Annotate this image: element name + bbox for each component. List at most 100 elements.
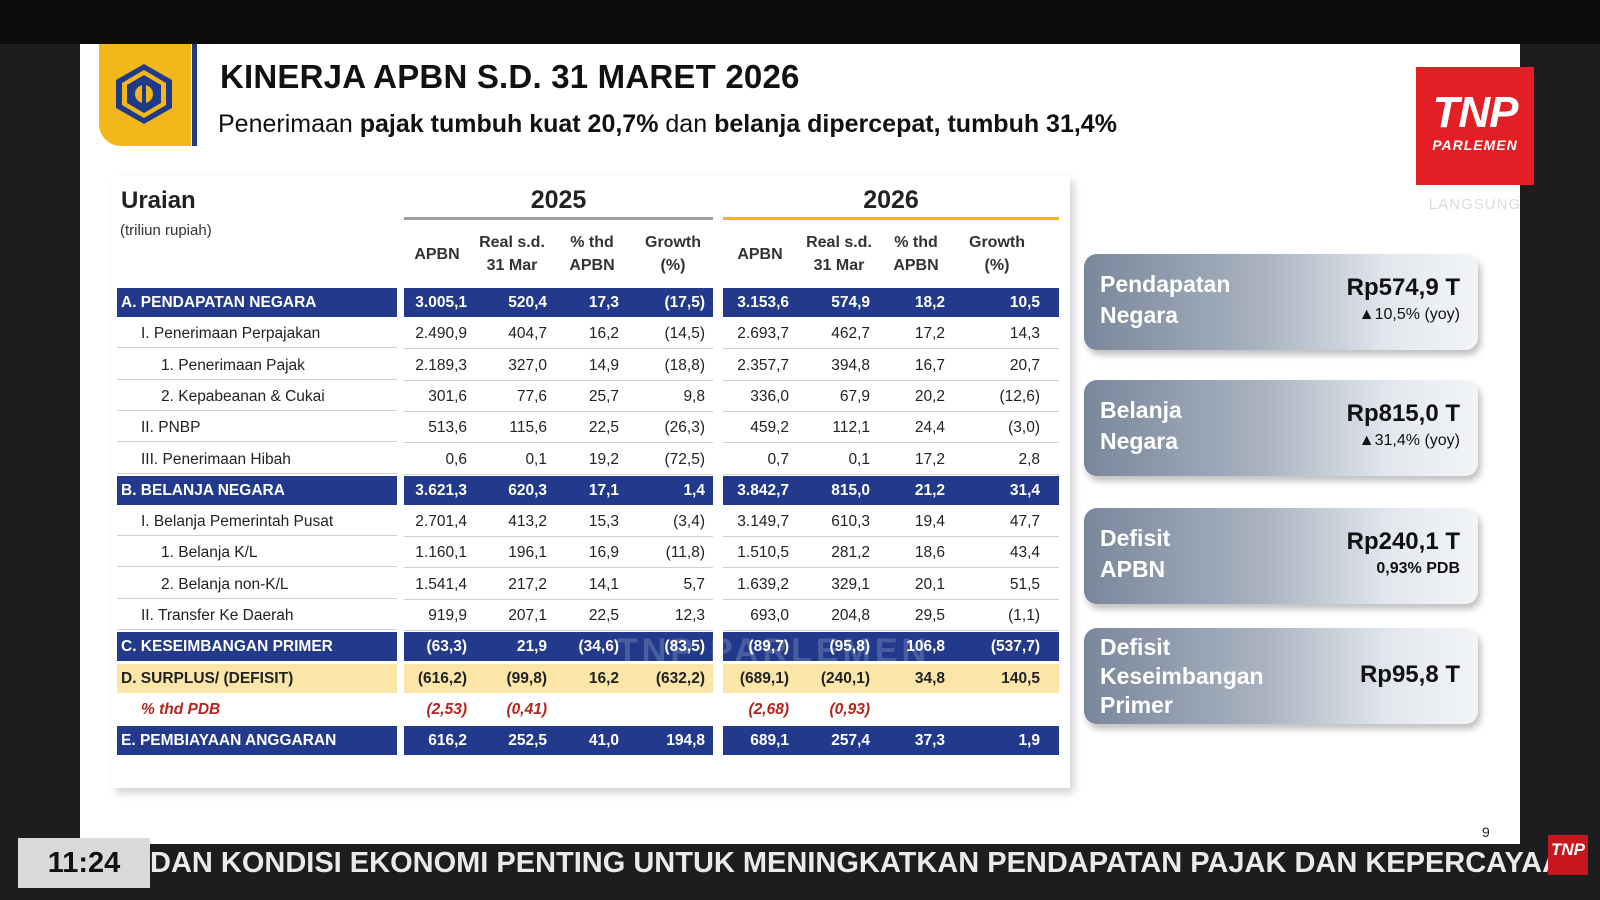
cell-2025-2: 14,9 bbox=[588, 356, 619, 374]
cell-2025-0: 1.160,1 bbox=[415, 544, 467, 562]
cell-2025-2: 16,2 bbox=[588, 669, 619, 687]
tnp-mini-logo: TNP bbox=[1548, 835, 1588, 875]
cell-2026-2: 18,2 bbox=[914, 294, 945, 311]
values-2026: 693,0 204,8 29,5 (1,1) bbox=[723, 601, 1059, 631]
cell-2026-2: 20,1 bbox=[914, 575, 945, 593]
cell-2025-2: 17,1 bbox=[588, 481, 619, 499]
values-2025: 2.701,4 413,2 15,3 (3,4) bbox=[404, 507, 713, 538]
cell-2026-1: 281,2 bbox=[831, 544, 870, 562]
row-label: II. PNBP bbox=[117, 413, 397, 443]
live-label: LANGSUNG bbox=[1428, 196, 1522, 213]
card-subvalue: ▲10,5% (yoy) bbox=[1358, 306, 1460, 323]
card-label: Keseimbangan bbox=[1100, 663, 1264, 689]
values-2026: 459,2 112,1 24,4 (3,0) bbox=[723, 413, 1059, 444]
cell-2026-1: 610,3 bbox=[831, 513, 870, 531]
cell-2025-0: 301,6 bbox=[428, 387, 467, 405]
table-row: II. PNBP 513,6 115,6 22,5 (26,3) 459,2 112,1 24… bbox=[117, 413, 1059, 444]
cell-2026-0: 1.510,5 bbox=[737, 544, 789, 562]
values-2025: (616,2) (99,8) 16,2 (632,2) bbox=[404, 663, 713, 693]
card-label: Negara bbox=[1100, 428, 1178, 454]
cell-2025-2: (34,6) bbox=[578, 638, 620, 656]
cell-2025-3: (14,5) bbox=[664, 325, 706, 343]
column-header-2025-3: Growth (%) bbox=[645, 234, 701, 274]
table-row: 2. Kepabeanan & Cukai 301,6 77,6 25,7 9,8 336… bbox=[117, 382, 1059, 413]
cell-2026-1: 574,9 bbox=[831, 294, 870, 311]
cell-2025-1: (99,8) bbox=[506, 669, 548, 687]
cell-2025-1: 207,1 bbox=[508, 607, 547, 624]
values-2025: 513,6 115,6 22,5 (26,3) bbox=[404, 413, 713, 444]
values-2026: 2.693,7 462,7 17,2 14,3 bbox=[723, 319, 1059, 350]
cell-2026-1: 67,9 bbox=[839, 387, 870, 405]
card-subvalue: ▲31,4% (yoy) bbox=[1358, 432, 1460, 449]
values-2026: 1.639,2 329,1 20,1 51,5 bbox=[723, 570, 1059, 600]
values-2025: 301,6 77,6 25,7 9,8 bbox=[404, 382, 713, 412]
column-header-2026-2: % thd APBN bbox=[893, 234, 939, 274]
cell-2025-0: (63,3) bbox=[426, 638, 468, 656]
values-2026: 3.149,7 610,3 19,4 47,7 bbox=[723, 507, 1059, 538]
cell-2025-1: 0,1 bbox=[525, 450, 547, 468]
cell-2025-3: (26,3) bbox=[664, 419, 706, 437]
values-2025: 0,6 0,1 19,2 (72,5) bbox=[404, 445, 713, 475]
cell-2025-3: 5,7 bbox=[683, 575, 705, 593]
cell-2025-1: (0,41) bbox=[506, 700, 548, 718]
row-label: I. Penerimaan Perpajakan bbox=[117, 319, 397, 349]
cell-2025-1: 327,0 bbox=[508, 356, 547, 374]
column-header-2026-0: APBN bbox=[737, 246, 783, 263]
cell-2026-3: 20,7 bbox=[1009, 356, 1040, 374]
cell-2026-3: 51,5 bbox=[1009, 575, 1040, 593]
cell-2026-0: 2.693,7 bbox=[737, 325, 789, 343]
cell-2026-0: 459,2 bbox=[750, 419, 789, 437]
cell-2026-1: 329,1 bbox=[831, 575, 870, 593]
cell-2026-3: 14,3 bbox=[1009, 325, 1040, 343]
slide-subtitle: Penerimaan pajak tumbuh kuat 20,7% dan b… bbox=[218, 110, 1117, 138]
card-label: Pendapatan bbox=[1100, 271, 1231, 297]
cell-2025-3: 1,4 bbox=[683, 481, 705, 499]
cell-2025-1: 520,4 bbox=[508, 294, 547, 311]
table-row: I. Penerimaan Perpajakan 2.490,9 404,7 16,2… bbox=[117, 319, 1059, 350]
cell-2026-2: 16,7 bbox=[914, 356, 945, 374]
values-2026: 689,1 257,4 37,3 1,9 bbox=[723, 726, 1059, 756]
cell-2026-0: 1.639,2 bbox=[737, 575, 789, 593]
row-label: III. Penerimaan Hibah bbox=[117, 445, 397, 474]
cell-2025-0: (616,2) bbox=[417, 669, 467, 687]
cell-2026-2: 106,8 bbox=[906, 638, 945, 656]
cell-2025-3: 9,8 bbox=[683, 387, 705, 405]
cell-2025-1: 413,2 bbox=[508, 513, 547, 531]
values-2025: 3.005,1 520,4 17,3 (17,5) bbox=[404, 288, 713, 317]
cell-2026-1: 462,7 bbox=[831, 325, 870, 343]
year-2026-underline bbox=[723, 217, 1059, 220]
cell-2026-1: (0,93) bbox=[829, 700, 871, 718]
summary-card: Belanja Negara Rp815,0 T ▲31,4% (yoy) bbox=[1084, 380, 1478, 476]
column-header-2026-3: Growth (%) bbox=[969, 234, 1025, 274]
cell-2026-3: 43,4 bbox=[1009, 544, 1040, 562]
cell-2025-2: 17,3 bbox=[588, 294, 619, 311]
cell-2025-0: (2,53) bbox=[426, 700, 468, 718]
news-ticker: DAN KONDISI EKONOMI PENTING UNTUK MENING… bbox=[150, 847, 1550, 879]
year-2026-header: 2026 bbox=[863, 186, 919, 214]
card-value: Rp574,9 T bbox=[1346, 274, 1460, 301]
values-2026: 2.357,7 394,8 16,7 20,7 bbox=[723, 351, 1059, 381]
cell-2025-1: 620,3 bbox=[508, 481, 547, 499]
summary-card: Defisit APBN Rp240,1 T 0,93% PDB bbox=[1084, 508, 1478, 604]
values-2026: 336,0 67,9 20,2 (12,6) bbox=[723, 382, 1059, 412]
values-2025: 919,9 207,1 22,5 12,3 bbox=[404, 601, 713, 631]
values-2026: 0,7 0,1 17,2 2,8 bbox=[723, 445, 1059, 475]
values-2025: 2.189,3 327,0 14,9 (18,8) bbox=[404, 351, 713, 381]
row-label: B. BELANJA NEGARA bbox=[117, 475, 397, 505]
cell-2025-2: 19,2 bbox=[588, 450, 619, 468]
row-label: 2. Kepabeanan & Cukai bbox=[117, 382, 397, 411]
cell-2025-2: 14,1 bbox=[588, 575, 619, 593]
values-2026: (2,68) (0,93) bbox=[723, 695, 1059, 724]
cell-2026-0: 689,1 bbox=[750, 732, 789, 750]
column-header-2026-1: Real s.d. 31 Mar bbox=[806, 234, 872, 274]
cell-2026-3: 140,5 bbox=[1001, 669, 1040, 687]
cell-2025-2: 22,5 bbox=[588, 419, 619, 437]
cell-2026-2: 37,3 bbox=[914, 732, 945, 750]
clock: 11:24 bbox=[18, 838, 150, 888]
cell-2025-1: 115,6 bbox=[509, 419, 547, 437]
column-header-2025-2: % thd APBN bbox=[569, 234, 615, 274]
cell-2025-0: 919,9 bbox=[428, 607, 467, 624]
values-2026: (689,1) (240,1) 34,8 140,5 bbox=[723, 663, 1059, 693]
cell-2026-0: 3.149,7 bbox=[737, 513, 789, 531]
cell-2025-3: (632,2) bbox=[655, 669, 705, 687]
